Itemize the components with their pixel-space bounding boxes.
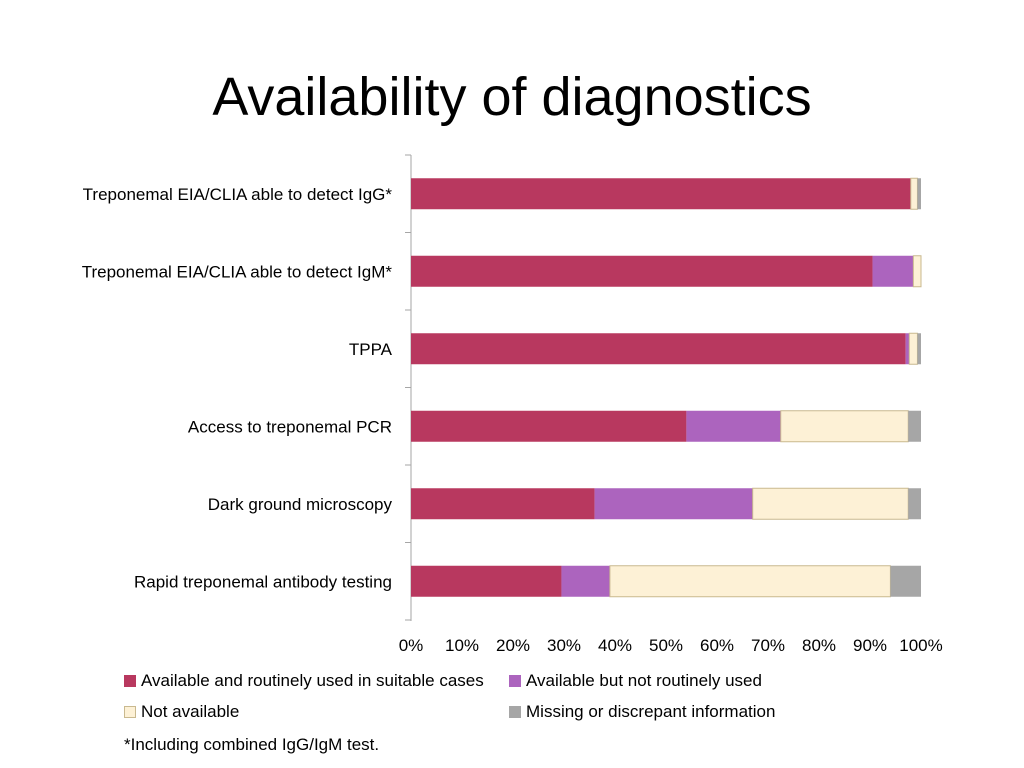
bar-segment (411, 488, 595, 520)
bar-segment (908, 410, 921, 442)
x-tick-label: 60% (700, 636, 734, 655)
x-tick-label: 50% (649, 636, 683, 655)
bar-segment (594, 488, 753, 520)
bar-segment (908, 488, 921, 520)
legend-swatch (509, 675, 521, 687)
bar-segment (752, 487, 909, 520)
bar-segment (411, 565, 562, 597)
footnote: *Including combined IgG/IgM test. (124, 735, 380, 754)
bar-segment (561, 565, 610, 597)
legend-swatch (509, 706, 521, 718)
x-tick-label: 90% (853, 636, 887, 655)
legend-swatch (124, 675, 136, 687)
bar-segment (872, 255, 914, 287)
legend-label: Not available (141, 702, 240, 721)
labels-layer: Treponemal EIA/CLIA able to detect IgG* T… (82, 185, 943, 655)
category-label: Dark ground microscopy (208, 495, 393, 514)
x-tick-label: 80% (802, 636, 836, 655)
legend-item-not-available: Not available (124, 702, 239, 722)
bar-segment (910, 177, 918, 210)
bar-segment (912, 255, 922, 288)
slide-title: Availability of diagnostics (212, 67, 812, 127)
category-label: Access to treponemal PCR (188, 417, 392, 436)
legend-swatch (124, 706, 136, 718)
bar-segment (780, 410, 909, 443)
legend-label: Available but not routinely used (526, 671, 762, 690)
legend-item-missing-discrepant: Missing or discrepant information (509, 702, 775, 722)
bar-segment (686, 410, 781, 442)
category-label: Rapid treponemal antibody testing (134, 572, 392, 591)
bar-segment (917, 178, 921, 210)
category-label: TPPA (349, 340, 393, 359)
bar-segment (890, 565, 921, 597)
bar-segment (411, 410, 687, 442)
x-tick-label: 10% (445, 636, 479, 655)
bar-segment (411, 333, 906, 365)
bar-segment (917, 333, 921, 365)
legend-label: Available and routinely used in suitable… (141, 671, 484, 690)
axis-layer (405, 154, 412, 621)
x-tick-label: 20% (496, 636, 530, 655)
x-tick-label: 100% (899, 636, 942, 655)
bar-segment (411, 178, 911, 210)
x-tick-label: 70% (751, 636, 785, 655)
legend-item-available-not-routinely-used: Available but not routinely used (509, 671, 762, 691)
category-label: Treponemal EIA/CLIA able to detect IgM* (82, 262, 393, 281)
x-tick-label: 40% (598, 636, 632, 655)
category-label: Treponemal EIA/CLIA able to detect IgG* (83, 185, 393, 204)
x-tick-label: 0% (399, 636, 424, 655)
bars-layer (411, 177, 922, 598)
bar-segment (411, 255, 873, 287)
bar-segment (908, 332, 918, 365)
bar-segment (609, 565, 891, 598)
legend-item-available-routinely-used: Available and routinely used in suitable… (124, 671, 484, 691)
x-tick-label: 30% (547, 636, 581, 655)
legend-label: Missing or discrepant information (526, 702, 776, 721)
bar-segment (905, 333, 910, 365)
